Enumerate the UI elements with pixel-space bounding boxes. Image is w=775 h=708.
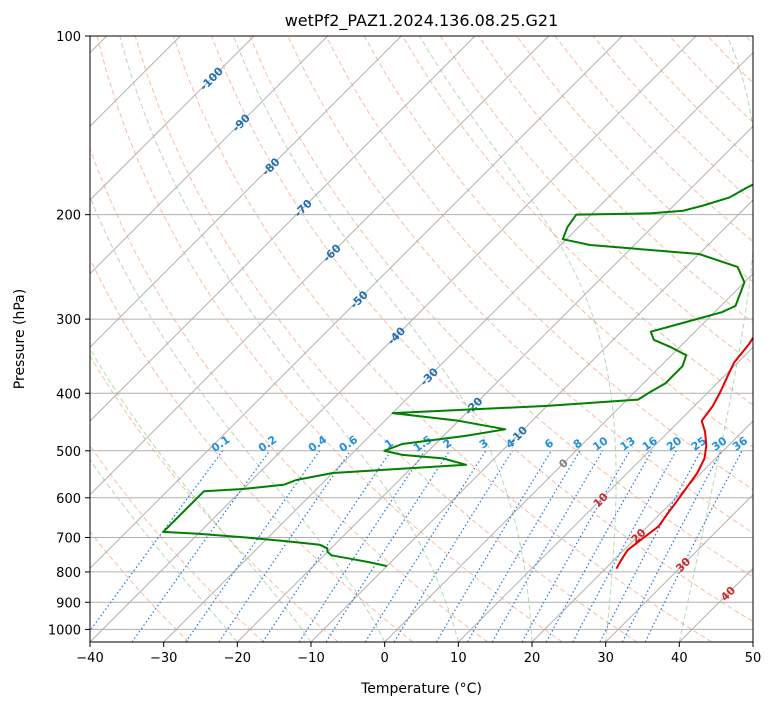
y-tick-label: 900 — [56, 596, 81, 611]
mixing-ratio-line — [393, 450, 513, 642]
moist-adiabat — [678, 36, 753, 642]
chart-title: wetPf2_PAZ1.2024.136.08.25.G21 — [285, 11, 559, 31]
y-tick-label: 500 — [56, 445, 81, 460]
dewpoint-profile-line — [162, 183, 753, 568]
plot-frame — [89, 35, 754, 643]
y-tick-label: 600 — [56, 492, 81, 507]
mixing-ratio-line — [644, 450, 743, 642]
x-tick-label: 50 — [745, 651, 762, 666]
y-tick-label: 200 — [56, 209, 81, 224]
x-tick-label: −30 — [150, 651, 177, 666]
dry-adiabat — [211, 36, 753, 623]
mixing-ratio-line — [90, 450, 224, 632]
isotherm-line — [90, 36, 623, 570]
dry-adiabat — [90, 354, 339, 642]
y-axis-label: Pressure (hPa) — [12, 289, 28, 389]
dry-adiabats — [90, 36, 753, 642]
mixing-ratio-line — [545, 450, 653, 642]
moist-adiabat — [90, 195, 386, 642]
temperature-profile-line — [615, 336, 753, 570]
y-tick-label: 300 — [56, 313, 81, 328]
dry-adiabat — [134, 36, 638, 642]
dry-adiabat — [90, 530, 190, 642]
dry-adiabat — [439, 36, 753, 365]
isotherm-line — [90, 36, 476, 422]
dry-adiabat — [401, 36, 753, 406]
mixing-ratio-line — [435, 450, 552, 642]
dry-adiabat — [96, 36, 563, 642]
moist-adiabat — [90, 459, 238, 642]
x-axis-label: Temperature (°C) — [360, 681, 482, 697]
mixing-ratio-line — [298, 450, 426, 642]
isotherm-line — [531, 420, 753, 642]
y-axis-ticks: 100 200 300 400 500 600 700 800 900 1000 — [48, 30, 90, 638]
isotherm-line — [457, 346, 753, 642]
x-tick-label: 10 — [450, 651, 467, 666]
y-tick-label: 800 — [56, 566, 81, 581]
x-tick-label: 0 — [381, 651, 389, 666]
x-tick-label: 20 — [524, 651, 541, 666]
isotherms — [90, 36, 753, 642]
mixing-ratio-line — [218, 450, 351, 642]
dry-adiabat — [249, 36, 753, 578]
dry-adiabat — [516, 36, 753, 283]
moist-adiabat — [119, 36, 459, 642]
data-series — [162, 183, 753, 570]
isotherm-line — [90, 36, 402, 349]
isotherm-line — [90, 36, 329, 275]
dry-adiabat — [325, 36, 753, 491]
x-tick-label: −20 — [224, 651, 251, 666]
isotherm-line — [90, 36, 550, 496]
mixing-ratio-line — [185, 450, 321, 642]
moist-adiabat — [232, 36, 533, 642]
isotherm-line — [163, 51, 753, 642]
y-tick-label: 1000 — [48, 623, 81, 638]
dry-adiabat — [90, 146, 488, 642]
y-tick-label: 400 — [56, 387, 81, 402]
x-tick-label: −40 — [76, 651, 103, 666]
mixing-ratio-line — [572, 450, 677, 642]
y-tick-label: 700 — [56, 532, 81, 547]
isotherm-line — [384, 272, 753, 642]
y-tick-label: 100 — [56, 30, 81, 45]
mixing-ratio-line — [599, 450, 702, 642]
dry-adiabat — [90, 444, 264, 642]
moist-adiabat — [419, 36, 617, 642]
isotherm-line — [605, 493, 753, 642]
isotherm-line — [90, 36, 697, 642]
mixing-ratio-lines — [90, 450, 743, 642]
mixing-ratio-line — [364, 450, 487, 642]
x-axis-ticks: −40 −30 −20 −10 0 10 20 30 40 50 — [76, 642, 761, 666]
mixing-ratio-line — [262, 450, 392, 642]
dry-adiabat — [172, 36, 712, 642]
isotherm-line — [236, 125, 753, 642]
isotherm-line — [310, 199, 753, 642]
x-tick-label: 40 — [671, 651, 688, 666]
isotherm-line — [90, 36, 255, 201]
x-tick-label: 30 — [597, 651, 614, 666]
x-tick-label: −10 — [297, 651, 324, 666]
mixing-ratio-line — [521, 450, 631, 642]
mixing-ratio-line — [131, 450, 271, 642]
